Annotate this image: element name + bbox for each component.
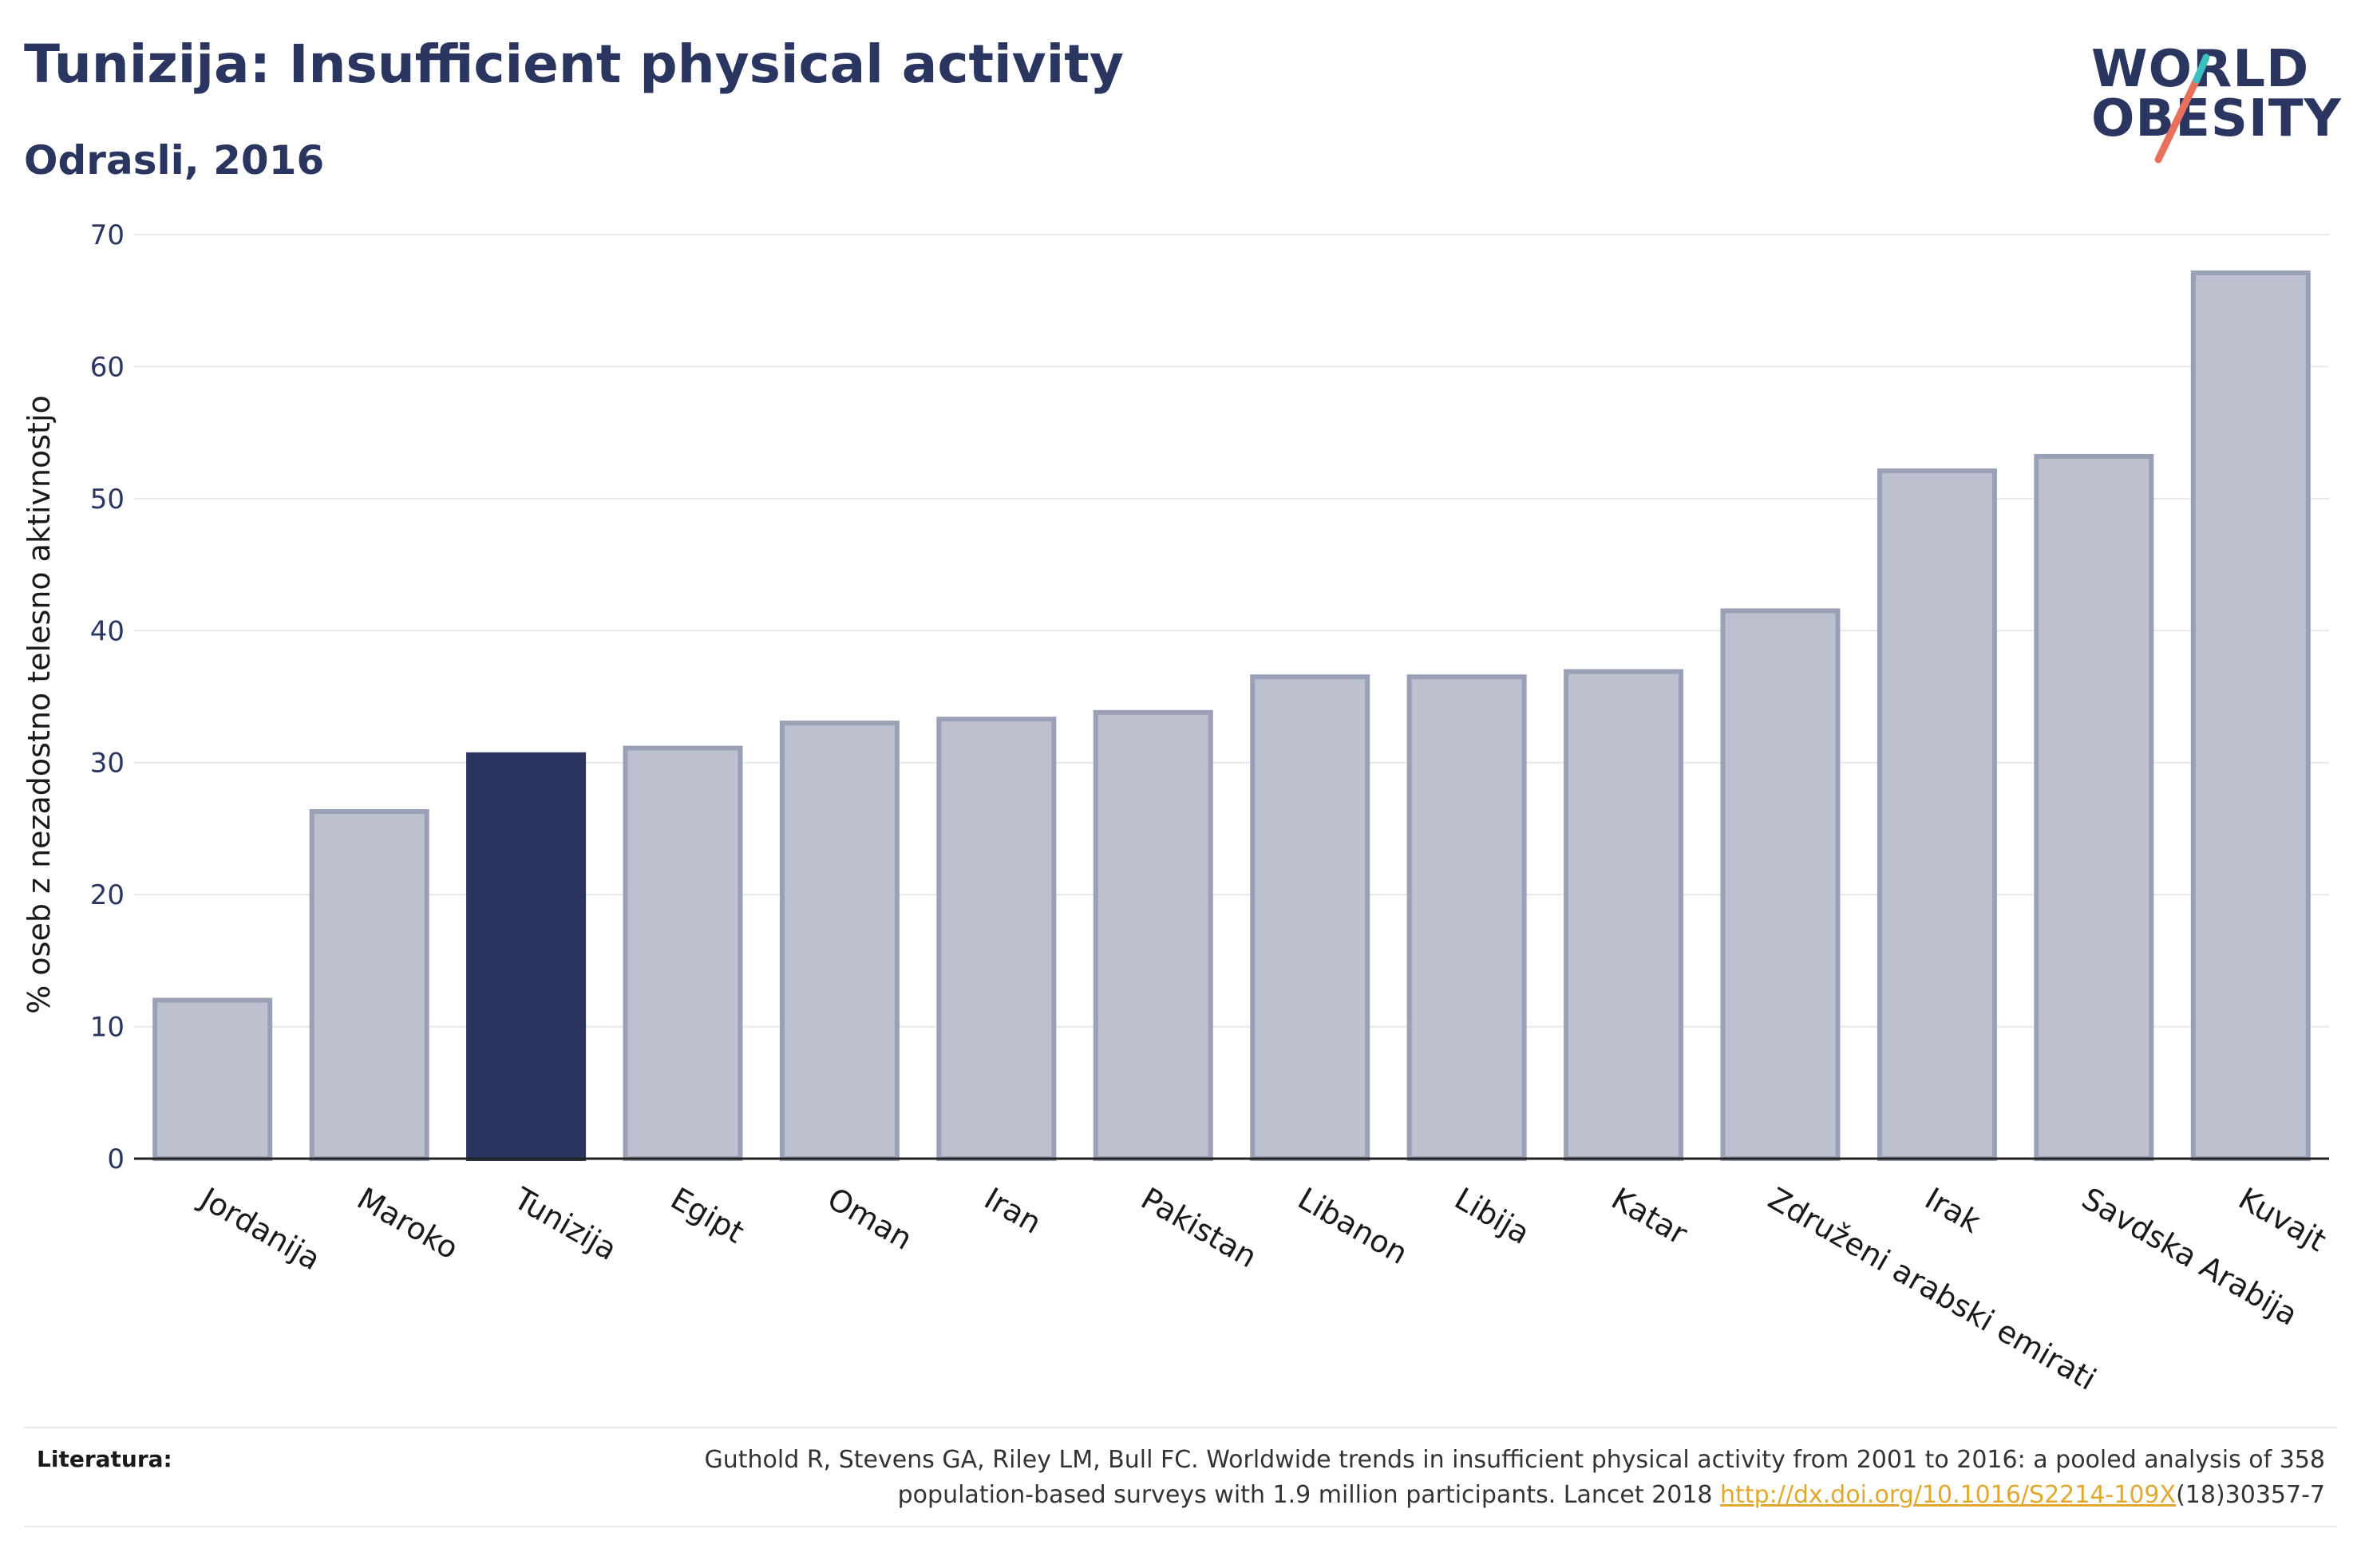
x-tick-label: Jordanija xyxy=(193,1180,326,1278)
x-tick-label: Oman xyxy=(821,1181,918,1257)
bar-0 xyxy=(152,997,273,1161)
world-obesity-logo: WORLD OBESITY xyxy=(2075,32,2347,176)
x-tick-label: Tunizija xyxy=(508,1180,623,1267)
x-tick-label: Kuvajt xyxy=(2232,1181,2331,1258)
bar-13 xyxy=(2190,270,2311,1162)
y-tick-label: 0 xyxy=(107,1143,125,1175)
y-tick-label: 70 xyxy=(90,219,125,251)
x-tick-label: Pakistan xyxy=(1135,1181,1263,1275)
bar-10 xyxy=(1720,608,1841,1161)
page-title: Tunizija: Insufficient physical activity xyxy=(24,34,1124,95)
bar-5 xyxy=(936,717,1057,1161)
bar-3 xyxy=(623,745,743,1161)
x-tick-label: Katar xyxy=(1606,1181,1694,1252)
x-tick-label: Libija xyxy=(1449,1181,1536,1251)
bar-6 xyxy=(1093,709,1213,1161)
bar-chart: 0 10 20 30 40 50 60 70 Jordanija Maroko Tunizija Eg… xyxy=(22,219,2332,1397)
references-label: Literatura: xyxy=(37,1446,172,1472)
bar-12 xyxy=(2034,453,2154,1161)
y-axis-title: % oseb z nezadostno telesno aktivnostjo xyxy=(22,395,57,1014)
logo-line-2: OBESITY xyxy=(2091,89,2342,148)
y-tick-label: 20 xyxy=(90,879,125,911)
bar-8 xyxy=(1406,674,1527,1161)
y-tick-label: 40 xyxy=(90,615,125,647)
x-tick-label: Maroko xyxy=(351,1181,465,1266)
bar-9 xyxy=(1564,669,1684,1161)
bar-1 xyxy=(309,808,429,1161)
logo-slash-icon xyxy=(2154,53,2210,164)
bar-4 xyxy=(779,721,900,1161)
bar-2 xyxy=(466,752,587,1161)
x-tick-label: Egipt xyxy=(665,1181,750,1250)
x-tick-label: Irak xyxy=(1919,1181,1986,1240)
reference-doi-link[interactable]: http://dx.doi.org/10.1016/S2214-109X xyxy=(1720,1481,2177,1509)
reference-line-2: population-based surveys with 1.9 millio… xyxy=(489,1478,2325,1513)
x-tick-label: Libanon xyxy=(1292,1181,1414,1271)
footer-divider-bottom xyxy=(24,1526,2337,1527)
references-text: Guthold R, Stevens GA, Riley LM, Bull FC… xyxy=(489,1443,2325,1513)
footer-divider-top xyxy=(24,1427,2337,1428)
y-tick-label: 60 xyxy=(90,351,125,383)
reference-line-2-prefix: population-based surveys with 1.9 millio… xyxy=(897,1481,1721,1509)
page-subtitle: Odrasli, 2016 xyxy=(24,137,325,184)
bar-7 xyxy=(1250,674,1370,1161)
y-tick-label: 30 xyxy=(90,748,125,780)
y-tick-label: 10 xyxy=(90,1012,125,1044)
reference-line-2-suffix: (18)30357-7 xyxy=(2176,1481,2325,1509)
reference-line-1: Guthold R, Stevens GA, Riley LM, Bull FC… xyxy=(704,1446,2325,1474)
y-tick-label: 50 xyxy=(90,484,125,515)
x-tick-label: Iran xyxy=(979,1181,1047,1241)
bar-11 xyxy=(1877,468,1997,1161)
